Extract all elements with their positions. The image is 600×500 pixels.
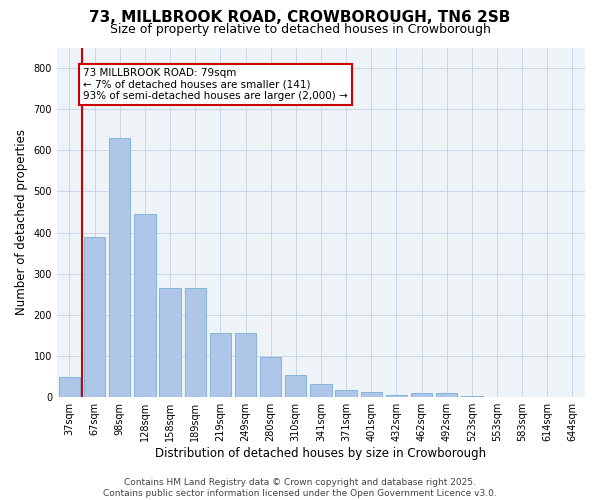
Text: Size of property relative to detached houses in Crowborough: Size of property relative to detached ho… xyxy=(110,22,490,36)
Bar xyxy=(461,396,482,397)
Y-axis label: Number of detached properties: Number of detached properties xyxy=(15,130,28,316)
Bar xyxy=(84,237,106,397)
Text: 73 MILLBROOK ROAD: 79sqm
← 7% of detached houses are smaller (141)
93% of semi-d: 73 MILLBROOK ROAD: 79sqm ← 7% of detache… xyxy=(83,68,348,102)
Text: 73, MILLBROOK ROAD, CROWBOROUGH, TN6 2SB: 73, MILLBROOK ROAD, CROWBOROUGH, TN6 2SB xyxy=(89,10,511,25)
Bar xyxy=(160,288,181,397)
Text: Contains HM Land Registry data © Crown copyright and database right 2025.
Contai: Contains HM Land Registry data © Crown c… xyxy=(103,478,497,498)
Bar xyxy=(59,378,80,397)
Bar xyxy=(209,334,231,397)
Bar xyxy=(134,214,155,397)
Bar xyxy=(109,138,130,397)
Bar xyxy=(185,288,206,397)
Bar xyxy=(335,390,357,397)
Bar xyxy=(411,393,432,397)
X-axis label: Distribution of detached houses by size in Crowborough: Distribution of detached houses by size … xyxy=(155,447,487,460)
Bar xyxy=(310,384,332,397)
Bar xyxy=(235,334,256,397)
Bar xyxy=(386,395,407,397)
Bar xyxy=(285,374,307,397)
Bar xyxy=(260,358,281,397)
Bar xyxy=(361,392,382,397)
Bar xyxy=(436,393,457,397)
